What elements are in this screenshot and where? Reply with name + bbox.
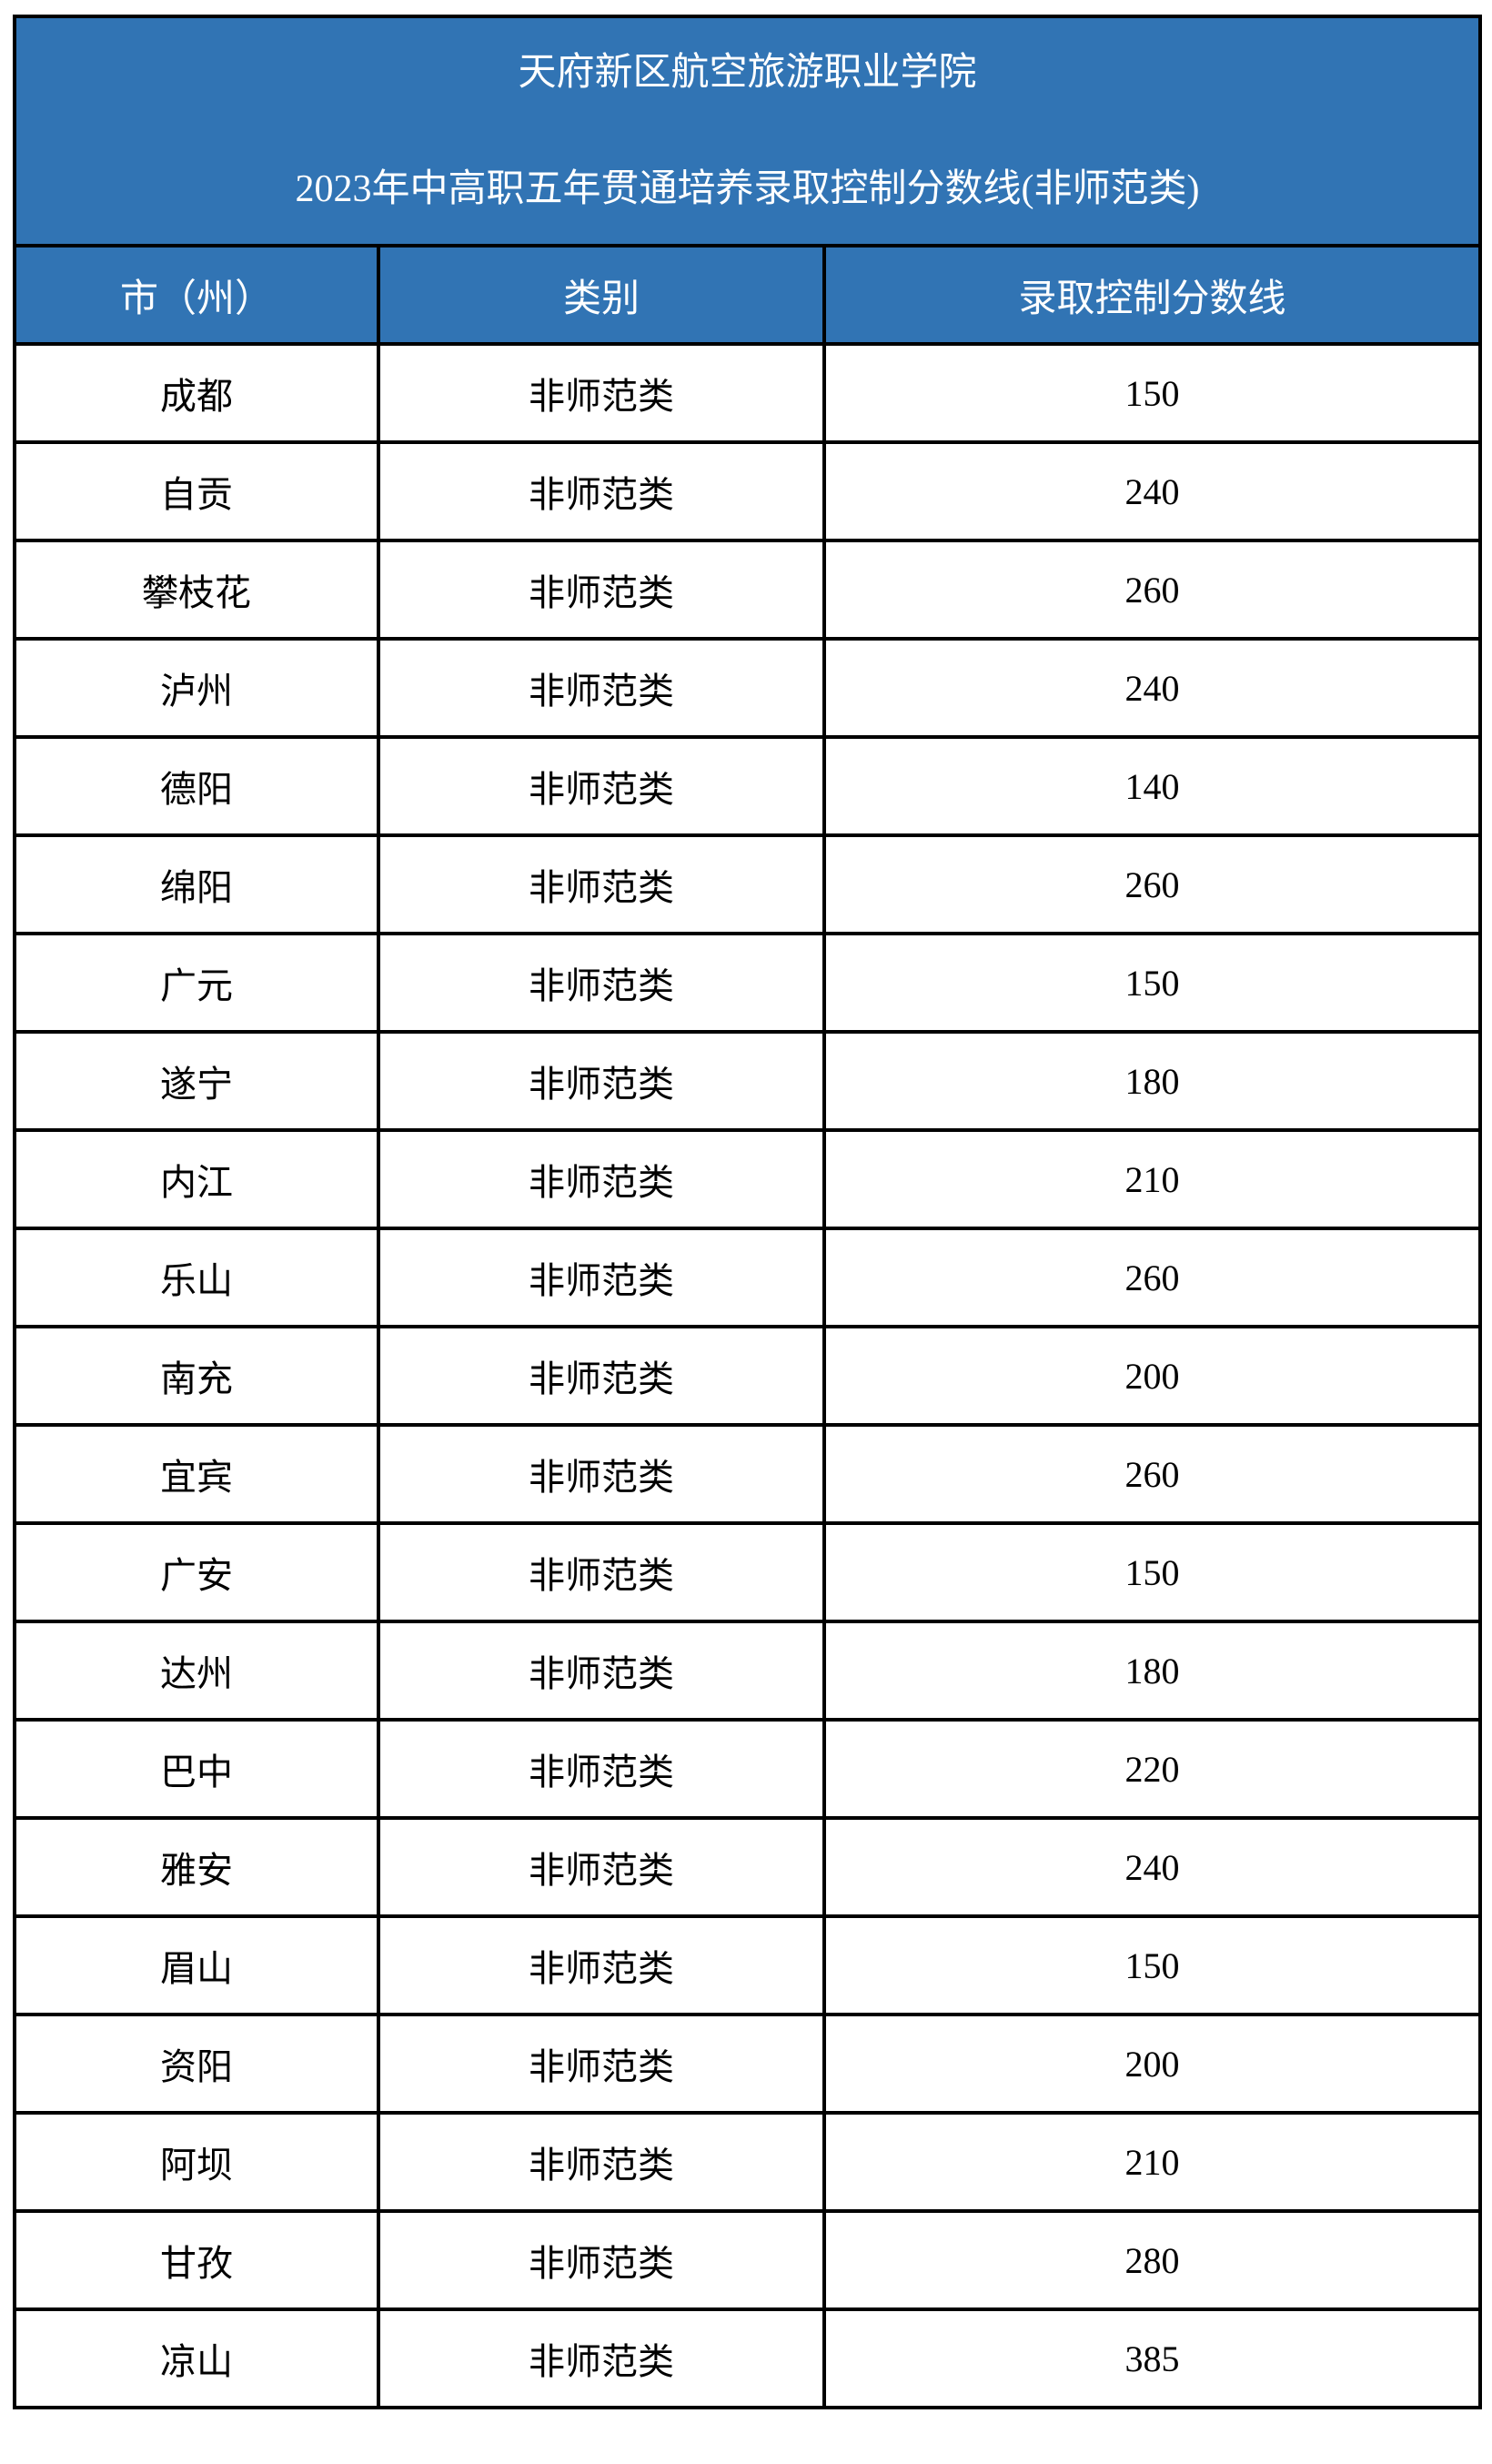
category-cell: 非师范类 xyxy=(377,440,826,542)
category-cell: 非师范类 xyxy=(377,342,826,444)
table-row: 攀枝花 非师范类 260 xyxy=(13,539,1483,641)
score-cell: 240 xyxy=(822,1816,1483,1918)
header-score: 录取控制分数线 xyxy=(822,244,1483,346)
score-cell: 240 xyxy=(822,637,1483,739)
category-cell: 非师范类 xyxy=(377,1914,826,2016)
score-cell: 150 xyxy=(822,1914,1483,2016)
category-cell: 非师范类 xyxy=(377,637,826,739)
score-cell: 150 xyxy=(822,342,1483,444)
score-cell: 150 xyxy=(822,932,1483,1034)
category-cell: 非师范类 xyxy=(377,1620,826,1722)
table-row: 雅安 非师范类 240 xyxy=(13,1816,1483,1918)
header-city: 市（州） xyxy=(13,244,380,346)
city-cell: 攀枝花 xyxy=(13,539,380,641)
city-cell: 内江 xyxy=(13,1128,380,1230)
category-cell: 非师范类 xyxy=(377,539,826,641)
school-name: 天府新区航空旅游职业学院 xyxy=(518,52,977,94)
city-cell: 阿坝 xyxy=(13,2111,380,2213)
score-cell: 140 xyxy=(822,735,1483,837)
category-cell: 非师范类 xyxy=(377,2209,826,2311)
city-cell: 资阳 xyxy=(13,2013,380,2115)
city-cell: 凉山 xyxy=(13,2307,380,2409)
table-row: 南充 非师范类 200 xyxy=(13,1325,1483,1427)
table-row: 达州 非师范类 180 xyxy=(13,1620,1483,1722)
table-row: 绵阳 非师范类 260 xyxy=(13,833,1483,935)
admission-score-table: 天府新区航空旅游职业学院 2023年中高职五年贯通培养录取控制分数线(非师范类)… xyxy=(12,15,1483,2409)
city-cell: 达州 xyxy=(13,1620,380,1722)
score-cell: 150 xyxy=(822,1521,1483,1623)
score-cell: 200 xyxy=(822,1325,1483,1427)
table-row: 广安 非师范类 150 xyxy=(13,1521,1483,1623)
score-cell: 260 xyxy=(822,833,1483,935)
score-cell: 200 xyxy=(822,2013,1483,2115)
city-cell: 南充 xyxy=(13,1325,380,1427)
category-cell: 非师范类 xyxy=(377,1325,826,1427)
category-cell: 非师范类 xyxy=(377,1030,826,1132)
table-row: 遂宁 非师范类 180 xyxy=(13,1030,1483,1132)
category-cell: 非师范类 xyxy=(377,1227,826,1328)
city-cell: 泸州 xyxy=(13,637,380,739)
table-row: 德阳 非师范类 140 xyxy=(13,735,1483,837)
city-cell: 德阳 xyxy=(13,735,380,837)
table-row: 广元 非师范类 150 xyxy=(13,932,1483,1034)
city-cell: 巴中 xyxy=(13,1718,380,1820)
score-cell: 260 xyxy=(822,539,1483,641)
score-cell: 260 xyxy=(822,1227,1483,1328)
city-cell: 甘孜 xyxy=(13,2209,380,2311)
category-cell: 非师范类 xyxy=(377,1718,826,1820)
table-title: 天府新区航空旅游职业学院 2023年中高职五年贯通培养录取控制分数线(非师范类) xyxy=(12,15,1483,247)
table-row: 阿坝 非师范类 210 xyxy=(13,2111,1483,2213)
city-cell: 广安 xyxy=(13,1521,380,1623)
category-cell: 非师范类 xyxy=(377,932,826,1034)
category-cell: 非师范类 xyxy=(377,2111,826,2213)
table-row: 乐山 非师范类 260 xyxy=(13,1227,1483,1328)
table-row: 成都 非师范类 150 xyxy=(13,342,1483,444)
city-cell: 广元 xyxy=(13,932,380,1034)
city-cell: 宜宾 xyxy=(13,1423,380,1525)
score-cell: 180 xyxy=(822,1030,1483,1132)
score-cell: 260 xyxy=(822,1423,1483,1525)
table-row: 甘孜 非师范类 280 xyxy=(13,2209,1483,2311)
city-cell: 自贡 xyxy=(13,440,380,542)
category-cell: 非师范类 xyxy=(377,2013,826,2115)
table-subtitle: 2023年中高职五年贯通培养录取控制分数线(非师范类) xyxy=(295,168,1200,210)
city-cell: 眉山 xyxy=(13,1914,380,2016)
score-cell: 385 xyxy=(822,2307,1483,2409)
category-cell: 非师范类 xyxy=(377,2307,826,2409)
score-cell: 220 xyxy=(822,1718,1483,1820)
category-cell: 非师范类 xyxy=(377,1521,826,1623)
table-row: 巴中 非师范类 220 xyxy=(13,1718,1483,1820)
table-row: 宜宾 非师范类 260 xyxy=(13,1423,1483,1525)
table-row: 眉山 非师范类 150 xyxy=(13,1914,1483,2016)
category-cell: 非师范类 xyxy=(377,1423,826,1525)
score-cell: 280 xyxy=(822,2209,1483,2311)
table-row: 凉山 非师范类 385 xyxy=(13,2307,1483,2409)
category-cell: 非师范类 xyxy=(377,735,826,837)
header-category: 类别 xyxy=(377,244,826,346)
score-cell: 180 xyxy=(822,1620,1483,1722)
table-row: 内江 非师范类 210 xyxy=(13,1128,1483,1230)
score-cell: 210 xyxy=(822,2111,1483,2213)
table-row: 资阳 非师范类 200 xyxy=(13,2013,1483,2115)
city-cell: 遂宁 xyxy=(13,1030,380,1132)
city-cell: 雅安 xyxy=(13,1816,380,1918)
city-cell: 乐山 xyxy=(13,1227,380,1328)
category-cell: 非师范类 xyxy=(377,1128,826,1230)
table-row: 泸州 非师范类 240 xyxy=(13,637,1483,739)
score-cell: 240 xyxy=(822,440,1483,542)
header-row: 市（州） 类别 录取控制分数线 xyxy=(13,244,1483,346)
table-row: 自贡 非师范类 240 xyxy=(13,440,1483,542)
score-cell: 210 xyxy=(822,1128,1483,1230)
city-cell: 绵阳 xyxy=(13,833,380,935)
category-cell: 非师范类 xyxy=(377,1816,826,1918)
category-cell: 非师范类 xyxy=(377,833,826,935)
city-cell: 成都 xyxy=(13,342,380,444)
